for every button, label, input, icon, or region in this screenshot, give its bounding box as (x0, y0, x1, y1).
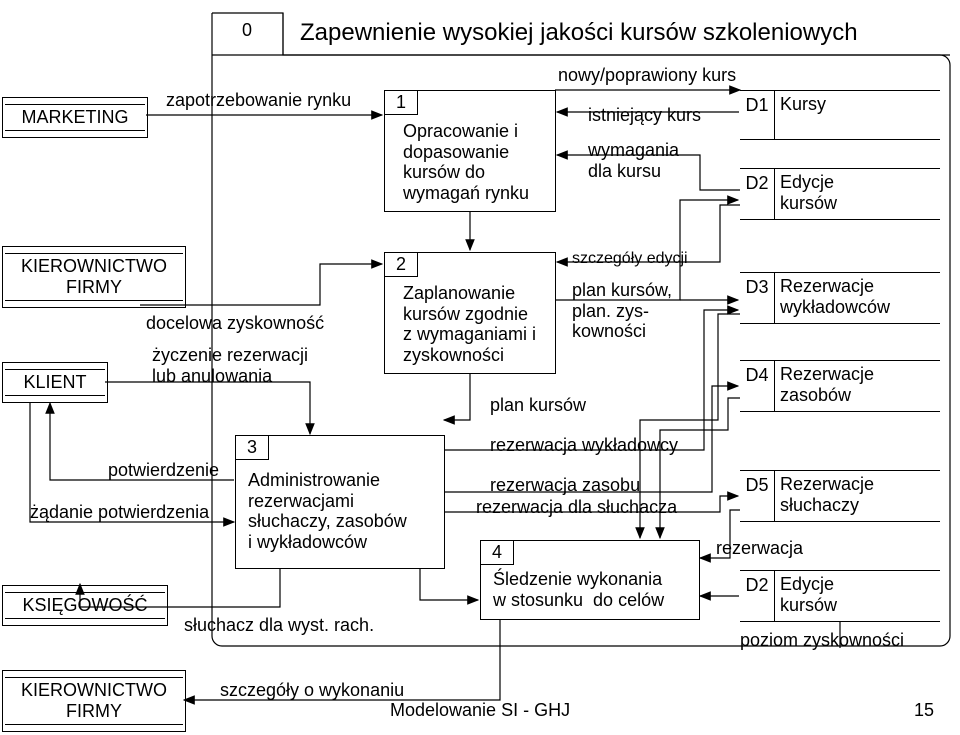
footer-text: Modelowanie SI - GHJ (390, 700, 570, 721)
fl-plan-kz: plan kursów, plan. zys- kowności (572, 280, 672, 342)
ds-d5: D5 Rezerwacje słuchaczy (740, 470, 940, 522)
fl-szczegoly-wyk: szczegóły o wykonaniu (220, 680, 404, 701)
fl-poziom: poziom zyskowności (740, 630, 904, 651)
process-3: 3 Administrowanie rezerwacjami słuchaczy… (235, 435, 445, 569)
ds-d4: D4 Rezerwacje zasobów (740, 360, 940, 412)
fl-nowy: nowy/poprawiony kurs (558, 65, 736, 86)
process-2: 2 Zaplanowanie kursów zgodnie z wymagani… (384, 252, 556, 374)
fl-rez-wyk: rezerwacja wykładowcy (490, 435, 678, 456)
fl-rezerwacja: rezerwacja (716, 538, 803, 559)
ds-d1: D1 Kursy (740, 90, 940, 140)
ext-ksiegowosc: KSIĘGOWOŚĆ (2, 585, 168, 626)
fl-potwierdzenie: potwierdzenie (108, 460, 219, 481)
ext-kierownictwo2: KIEROWNICTWO FIRMY (2, 670, 186, 732)
ds-d3: D3 Rezerwacje wykładowców (740, 272, 940, 324)
ds-d2a: D2 Edycje kursów (740, 168, 940, 220)
fl-sluchacz: słuchacz dla wyst. rach. (184, 615, 374, 636)
footer-page: 15 (914, 700, 934, 721)
fl-rez-slu: rezerwacja dla słuchacza (476, 497, 677, 518)
fl-rez-zas: rezerwacja zasobu (490, 475, 640, 496)
ext-kierownictwo1: KIEROWNICTWO FIRMY (2, 246, 186, 308)
process-4: 4 Śledzenie wykonania w stosunku do celó… (480, 540, 700, 620)
ext-marketing: MARKETING (2, 97, 148, 138)
fl-zyczenie: życzenie rezerwacji lub anulowania (152, 345, 308, 386)
process-1: 1 Opracowanie i dopasowanie kursów do wy… (384, 90, 556, 212)
fl-docelowa: docelowa zyskowność (146, 313, 324, 334)
fl-plan-k: plan kursów (490, 395, 586, 416)
fl-zadanie: żądanie potwierdzenia (30, 502, 209, 523)
p0-title: Zapewnienie wysokiej jakości kursów szko… (300, 19, 858, 47)
ext-klient: KLIENT (2, 362, 108, 403)
ds-d2b: D2 Edycje kursów (740, 570, 940, 622)
p0-num: 0 (242, 20, 252, 41)
fl-wymagania: wymagania dla kursu (588, 140, 679, 181)
fl-szczegoly-ed: szczegóły edycji (572, 250, 688, 268)
fl-istniejacy: istniejący kurs (588, 105, 701, 126)
fl-zapotrzebowanie: zapotrzebowanie rynku (166, 90, 351, 111)
